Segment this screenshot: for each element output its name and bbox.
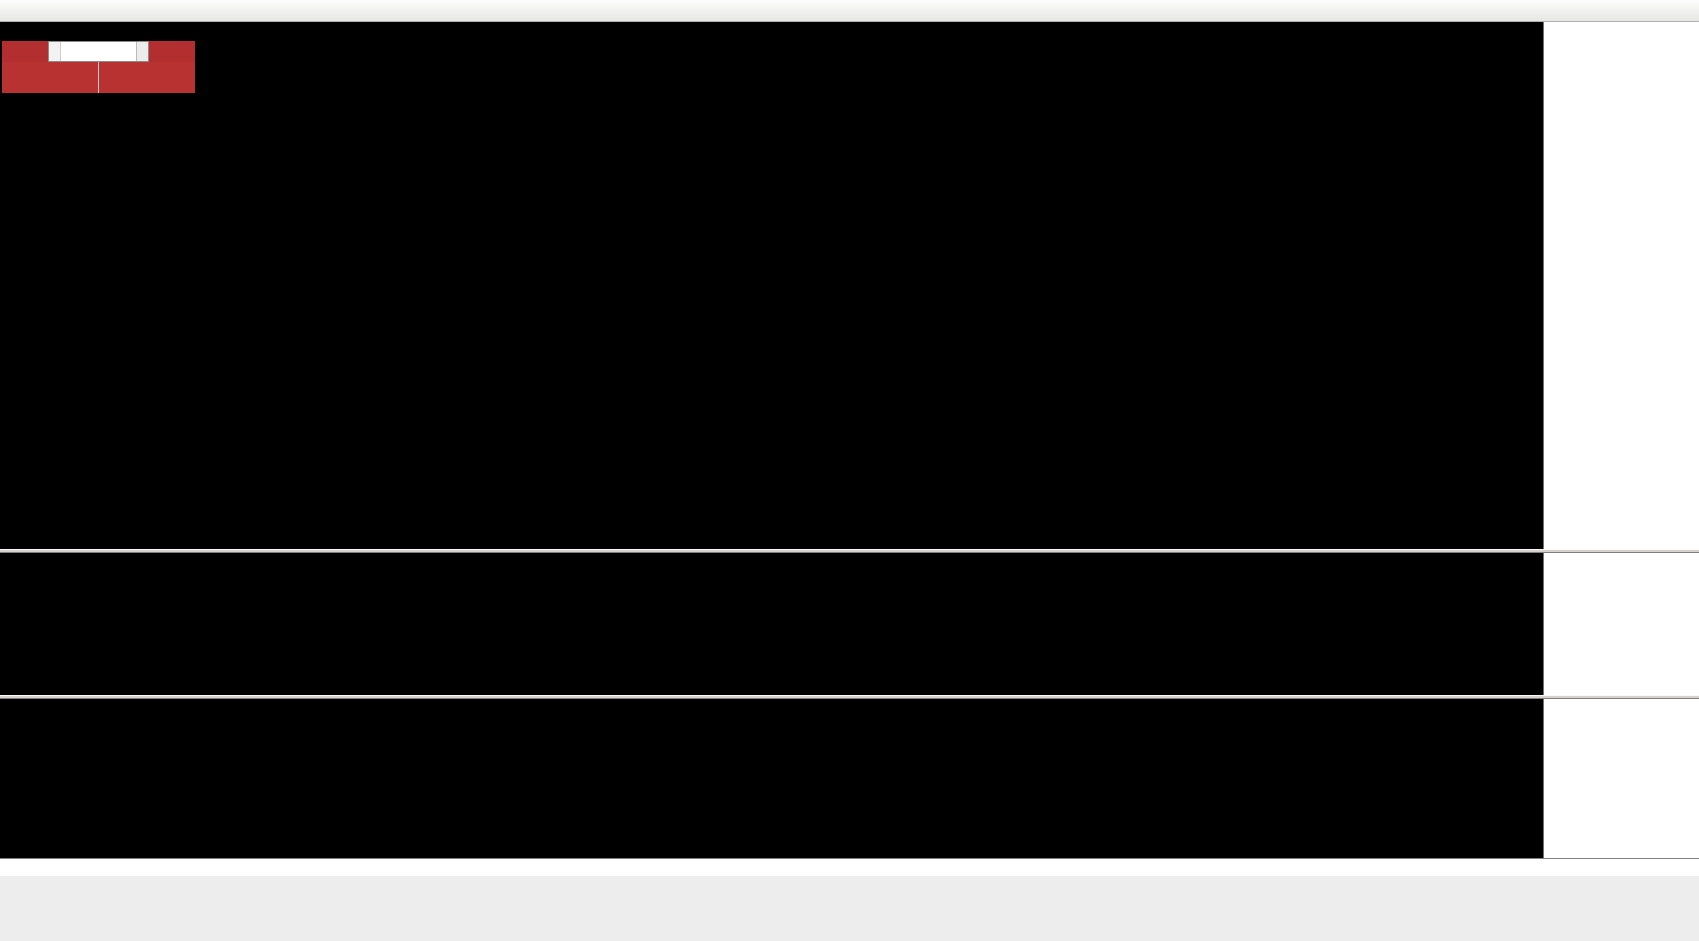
one-click-trading-panel [2,41,195,93]
main-chart[interactable] [0,22,1543,549]
main-chart-canvas[interactable] [0,22,1543,549]
macd-panel[interactable] [0,553,1543,695]
volume-step-down-icon[interactable] [137,51,148,61]
volume-dropdown-arrow-icon[interactable] [49,42,61,61]
time-axis[interactable] [0,858,1699,876]
panel-separator[interactable] [0,549,1699,553]
sell-price[interactable] [2,62,99,93]
buy-price[interactable] [99,62,195,93]
toolbar [0,0,1699,22]
panel-separator[interactable] [0,695,1699,699]
volume-stepper [136,42,148,61]
price-scale[interactable] [1543,22,1699,858]
volume-input[interactable] [48,41,149,62]
macd-canvas[interactable] [0,553,1543,695]
window-background [0,876,1699,941]
rsi-panel[interactable] [0,699,1543,858]
buy-button[interactable] [149,41,195,62]
sell-button[interactable] [2,41,48,62]
rsi-canvas[interactable] [0,699,1543,858]
volume-value[interactable] [61,42,136,61]
volume-step-up-icon[interactable] [137,42,148,52]
